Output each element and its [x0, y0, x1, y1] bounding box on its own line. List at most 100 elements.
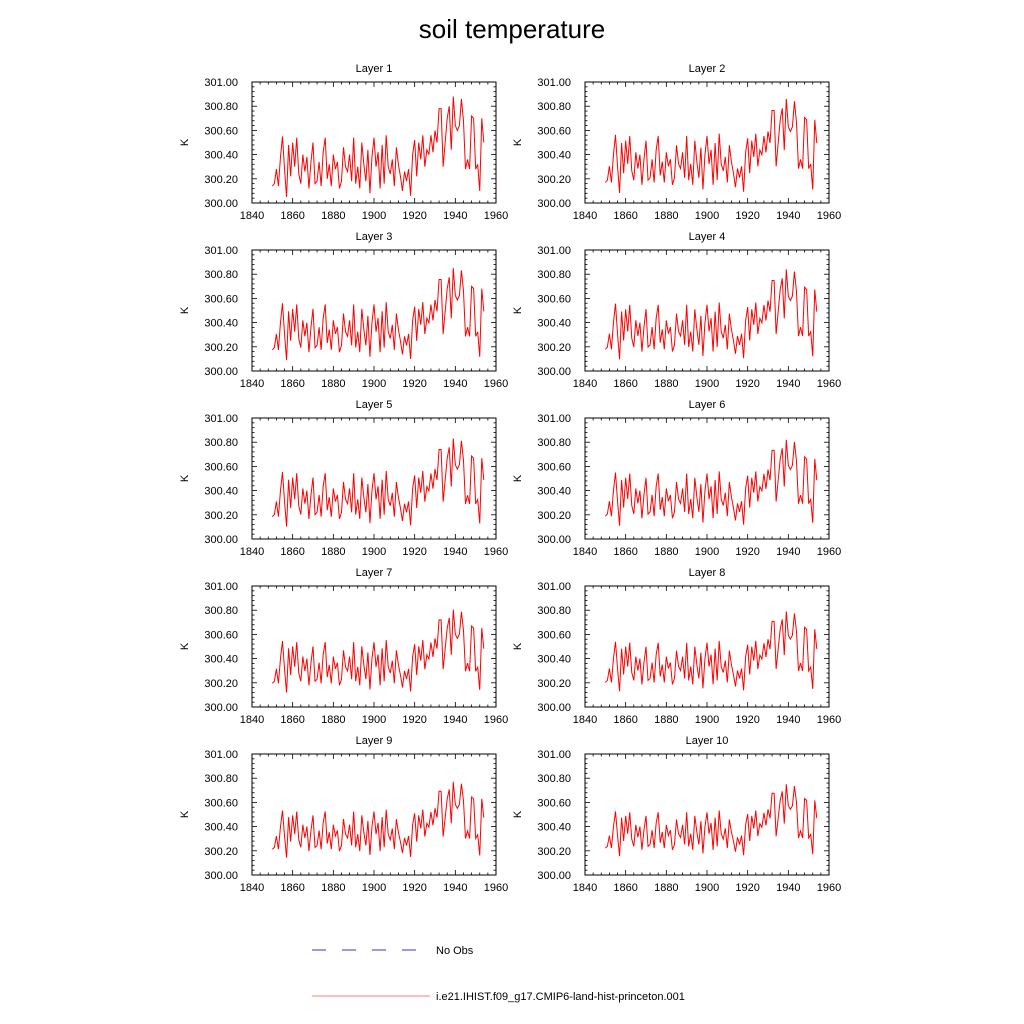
- y-tick-label: 301.00: [204, 749, 238, 761]
- y-tick-label: 300.60: [204, 629, 238, 641]
- panel-title: Layer 1: [356, 63, 393, 75]
- x-tick-label: 1920: [735, 714, 759, 726]
- x-tick-label: 1900: [362, 882, 386, 894]
- panel-layer-1: 1840 1860 1880 1900 1920 1940 1960 300.00 300.20…: [179, 63, 508, 222]
- x-tick-label: 1860: [613, 378, 637, 390]
- y-tick-label: 301.00: [204, 77, 238, 89]
- x-tick-label: 1900: [362, 546, 386, 558]
- x-tick-label: 1840: [573, 378, 597, 390]
- panel-layer-6: 1840 1860 1880 1900 1920 1940 1960 300.00 300.20…: [512, 399, 841, 558]
- panel-layer-8: 1840 1860 1880 1900 1920 1940 1960 300.00 300.20…: [512, 567, 841, 726]
- y-tick-label: 300.20: [204, 510, 238, 522]
- x-tick-label: 1860: [280, 378, 304, 390]
- x-tick-label: 1920: [402, 378, 426, 390]
- x-tick-label: 1960: [484, 546, 508, 558]
- y-tick-label: 300.40: [204, 150, 238, 162]
- x-tick-label: 1900: [362, 210, 386, 222]
- x-tick-label: 1840: [240, 210, 264, 222]
- x-tick-label: 1940: [776, 714, 800, 726]
- y-tick-label: 301.00: [537, 245, 571, 257]
- x-tick-label: 1920: [735, 882, 759, 894]
- x-tick-label: 1920: [735, 210, 759, 222]
- panel-title: Layer 10: [686, 735, 729, 747]
- y-tick-label: 300.60: [204, 797, 238, 809]
- y-tick-label: 300.20: [537, 678, 571, 690]
- panel-title: Layer 6: [689, 399, 726, 411]
- series-line: [271, 96, 485, 197]
- series-line: [604, 98, 818, 193]
- y-tick-label: 300.00: [537, 198, 571, 210]
- y-axis-label: K: [512, 810, 524, 818]
- panel-layer-2: 1840 1860 1880 1900 1920 1940 1960 300.00 300.20…: [512, 63, 841, 222]
- series-line: [271, 268, 485, 361]
- y-tick-label: 300.40: [537, 486, 571, 498]
- y-tick-label: 300.20: [537, 342, 571, 354]
- y-axis-label: K: [179, 138, 191, 146]
- y-tick-label: 300.80: [204, 605, 238, 617]
- x-tick-label: 1920: [735, 546, 759, 558]
- x-tick-label: 1860: [280, 210, 304, 222]
- panel-layer-4: 1840 1860 1880 1900 1920 1940 1960 300.00 300.20…: [512, 231, 841, 390]
- series-line: [271, 781, 485, 858]
- y-tick-label: 300.00: [537, 702, 571, 714]
- y-tick-label: 300.80: [204, 773, 238, 785]
- x-tick-label: 1900: [362, 378, 386, 390]
- x-tick-label: 1960: [817, 546, 841, 558]
- x-tick-label: 1940: [776, 210, 800, 222]
- x-tick-label: 1880: [321, 378, 345, 390]
- y-tick-label: 300.60: [204, 461, 238, 473]
- x-tick-label: 1860: [613, 210, 637, 222]
- y-tick-label: 300.80: [537, 605, 571, 617]
- x-tick-label: 1940: [443, 714, 467, 726]
- y-tick-label: 301.00: [204, 581, 238, 593]
- x-tick-label: 1840: [240, 546, 264, 558]
- x-tick-label: 1960: [484, 714, 508, 726]
- x-tick-label: 1860: [280, 546, 304, 558]
- y-tick-label: 300.40: [537, 150, 571, 162]
- x-tick-label: 1940: [443, 546, 467, 558]
- y-tick-label: 300.60: [537, 125, 571, 137]
- y-tick-label: 300.80: [204, 437, 238, 449]
- series-line: [604, 269, 818, 360]
- panel-title: Layer 7: [356, 567, 393, 579]
- y-axis-label: K: [512, 306, 524, 314]
- x-tick-label: 1920: [402, 210, 426, 222]
- y-tick-label: 300.40: [204, 822, 238, 834]
- x-tick-label: 1940: [443, 882, 467, 894]
- y-tick-label: 301.00: [537, 413, 571, 425]
- x-tick-label: 1860: [613, 546, 637, 558]
- y-tick-label: 300.60: [537, 461, 571, 473]
- y-axis-label: K: [512, 474, 524, 482]
- panel-layer-5: 1840 1860 1880 1900 1920 1940 1960 300.00 300.20…: [179, 399, 508, 558]
- y-axis-label: K: [179, 810, 191, 818]
- x-tick-label: 1840: [573, 546, 597, 558]
- y-tick-label: 300.00: [204, 702, 238, 714]
- panel-title: Layer 5: [356, 399, 393, 411]
- y-tick-label: 300.20: [204, 342, 238, 354]
- y-tick-label: 300.00: [537, 366, 571, 378]
- y-tick-label: 300.40: [537, 318, 571, 330]
- x-tick-label: 1940: [776, 882, 800, 894]
- y-tick-label: 300.20: [537, 846, 571, 858]
- x-tick-label: 1860: [280, 714, 304, 726]
- y-tick-label: 300.40: [204, 486, 238, 498]
- y-tick-label: 300.00: [204, 198, 238, 210]
- y-tick-label: 300.40: [537, 654, 571, 666]
- y-axis-label: K: [179, 306, 191, 314]
- series-line: [271, 609, 485, 693]
- y-tick-label: 300.80: [537, 269, 571, 281]
- x-tick-label: 1860: [613, 714, 637, 726]
- y-tick-label: 300.20: [204, 174, 238, 186]
- y-tick-label: 300.60: [204, 293, 238, 305]
- panel-title: Layer 8: [689, 567, 726, 579]
- panel-layer-7: 1840 1860 1880 1900 1920 1940 1960 300.00 300.20…: [179, 567, 508, 726]
- x-tick-label: 1880: [654, 882, 678, 894]
- x-tick-label: 1840: [240, 378, 264, 390]
- x-tick-label: 1920: [402, 546, 426, 558]
- x-tick-label: 1880: [321, 546, 345, 558]
- y-axis-label: K: [512, 138, 524, 146]
- y-tick-label: 300.40: [537, 822, 571, 834]
- y-tick-label: 300.00: [204, 366, 238, 378]
- x-tick-label: 1960: [484, 882, 508, 894]
- y-tick-label: 300.80: [537, 437, 571, 449]
